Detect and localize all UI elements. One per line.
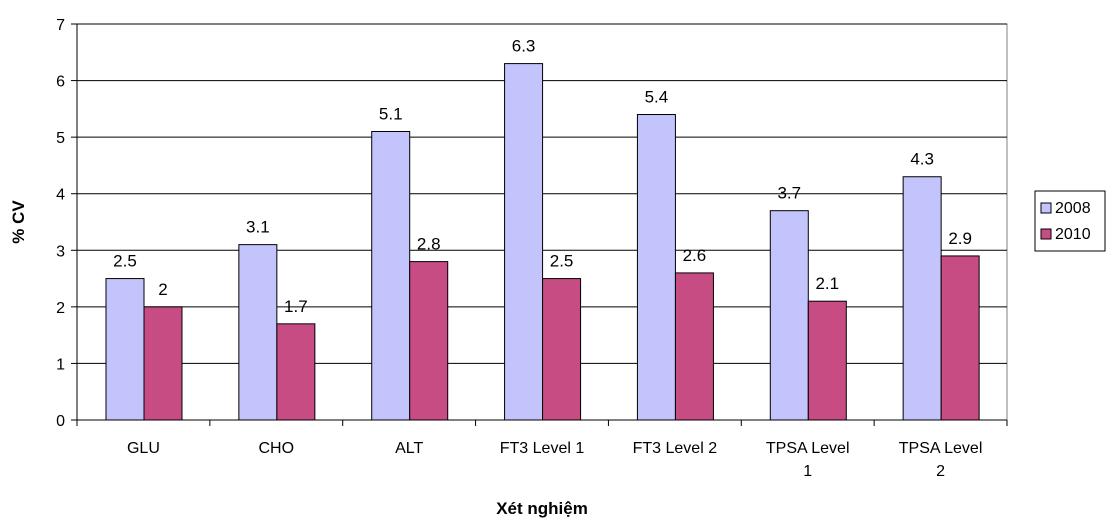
bar-2010 <box>674 272 714 421</box>
y-tick-label: 0 <box>56 413 65 430</box>
bar-2008 <box>902 176 942 421</box>
x-tick-label: FT3 Level 2 <box>633 440 718 457</box>
y-tick-label: 7 <box>56 17 65 34</box>
y-tick-label: 2 <box>56 300 65 317</box>
y-axis-title: % CV <box>9 200 28 244</box>
data-labels: 2.5 3.1 5.1 6.3 5.4 3.7 4.3 2 1.7 2.8 2.5 2.6 2.1 2.9 <box>113 37 972 316</box>
legend-label-2010: 2010 <box>1055 226 1091 243</box>
data-label-2010: 2.6 <box>683 246 707 265</box>
bar-2010 <box>143 306 183 421</box>
legend-box <box>1034 190 1106 252</box>
bar-2008 <box>238 244 278 421</box>
bar-2008 <box>105 278 145 421</box>
data-label-2010: 2 <box>158 280 167 299</box>
y-tick-label: 1 <box>56 356 65 373</box>
bar-2010 <box>807 300 847 421</box>
data-label-2008: 2.5 <box>113 252 137 271</box>
bar-2010 <box>542 278 582 421</box>
bar-2008 <box>371 130 411 421</box>
y-tick-labels: 0 1 2 3 4 5 6 7 <box>56 17 65 430</box>
data-label-2008: 3.1 <box>246 218 270 237</box>
bar-2008 <box>504 63 544 421</box>
bar-2008 <box>636 114 676 421</box>
legend: 2008 2010 <box>1034 190 1106 252</box>
data-label-2008: 6.3 <box>512 37 536 56</box>
legend-swatch-2008 <box>1040 202 1052 214</box>
axes <box>71 23 1008 426</box>
data-label-2008: 4.3 <box>910 150 934 169</box>
data-label-2010: 1.7 <box>284 297 308 316</box>
x-tick-label: GLU <box>127 440 160 457</box>
x-axis-title: Xét nghiệm <box>496 499 588 518</box>
bar-2010 <box>940 255 980 421</box>
x-tick-label: FT3 Level 1 <box>500 440 585 457</box>
data-label-2010: 2.9 <box>948 229 972 248</box>
data-label-2008: 3.7 <box>777 184 801 203</box>
legend-label-2008: 2008 <box>1055 200 1091 217</box>
x-tick-label: ALT <box>395 440 423 457</box>
data-label-2008: 5.1 <box>379 104 403 123</box>
bars <box>105 63 980 421</box>
bar-2010 <box>409 261 449 421</box>
data-label-2010: 2.5 <box>550 252 574 271</box>
y-tick-label: 3 <box>56 243 65 260</box>
bar-2008 <box>769 210 809 421</box>
y-tick-label: 4 <box>56 187 65 204</box>
data-label-2010: 2.8 <box>417 235 441 254</box>
x-tick-labels: GLU CHO ALT FT3 Level 1 FT3 Level 2 TPSA Leve… <box>127 440 982 480</box>
x-tick-label: TPSA Level 1 <box>766 440 850 480</box>
bar-2010 <box>276 323 316 421</box>
y-tick-label: 5 <box>56 130 65 147</box>
x-tick-label: CHO <box>259 440 295 457</box>
legend-swatch-2010 <box>1040 228 1052 240</box>
x-tick-label: TPSA Level 2 <box>899 440 983 480</box>
data-label-2010: 2.1 <box>815 274 839 293</box>
data-label-2008: 5.4 <box>645 88 669 107</box>
y-tick-label: 6 <box>56 74 65 91</box>
